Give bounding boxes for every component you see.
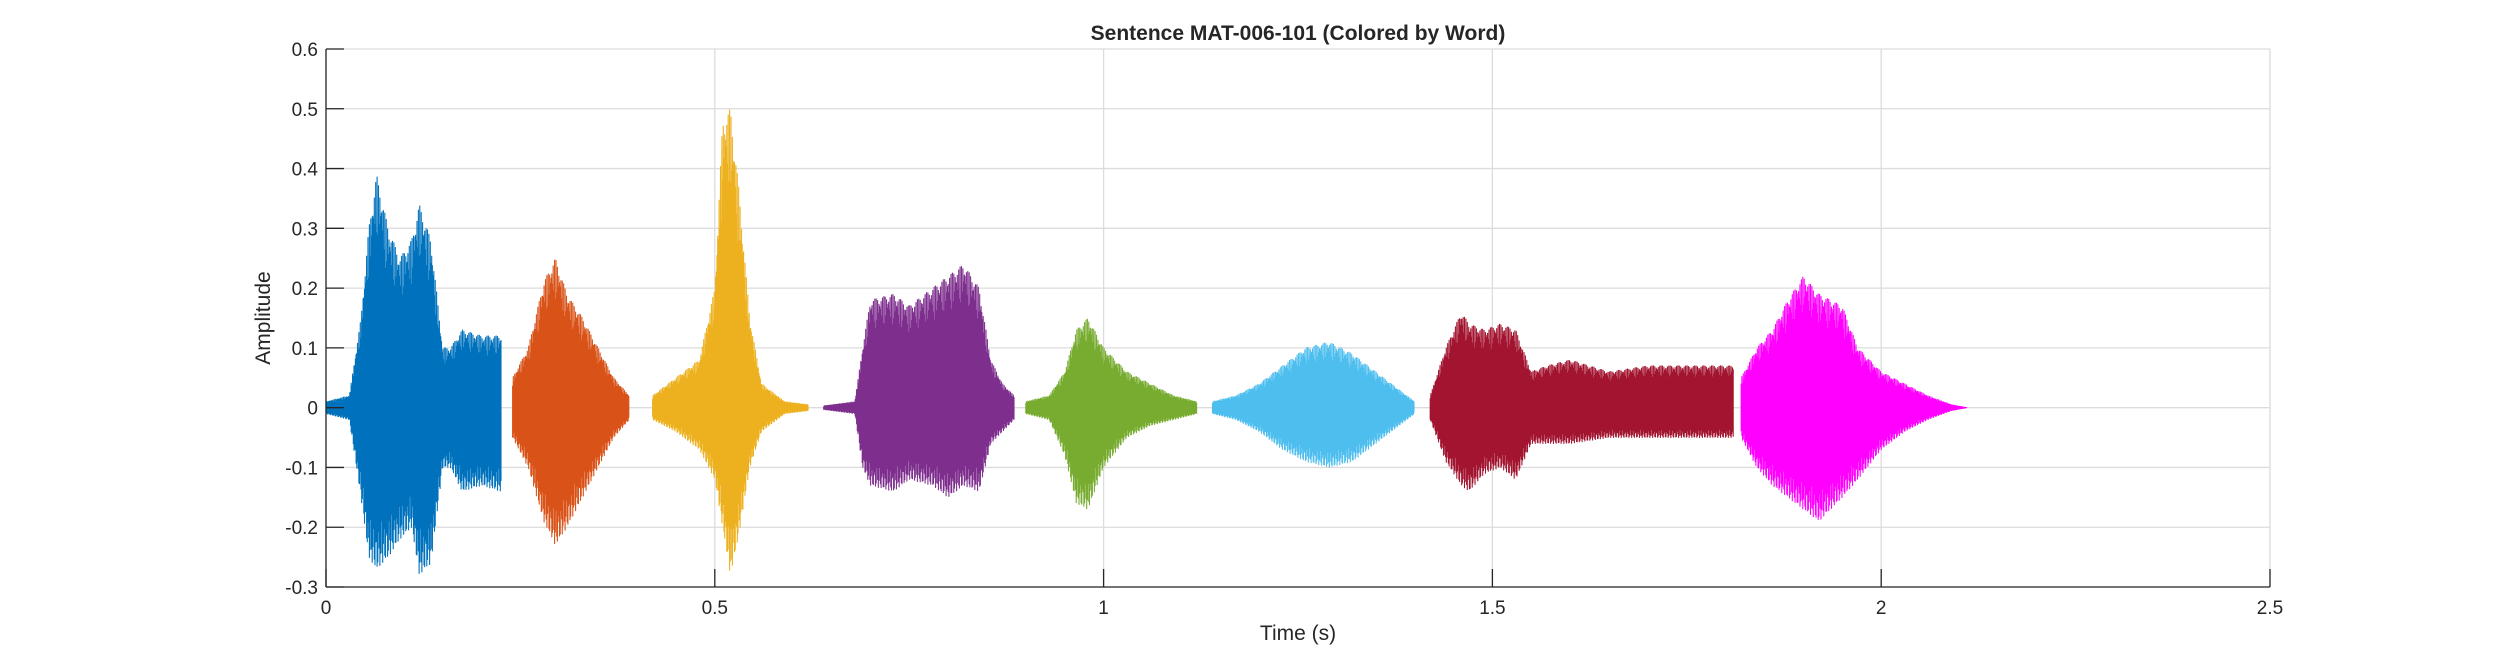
x-tick-label: 2 [1876,598,1887,619]
y-tick-label: 0.6 [292,40,318,61]
y-tick-label: 0.5 [292,100,318,121]
y-tick-label: -0.2 [285,518,318,539]
y-tick-label: 0.4 [292,160,319,181]
y-tick-label: 0.3 [292,219,318,240]
waveform-series-7 [1429,316,1734,491]
axes [325,48,2271,588]
x-tick-label: 1 [1098,598,1109,619]
x-tick-label: 0 [321,598,332,619]
x-axis-title: Time (s) [1260,622,1336,645]
waveform-series-6 [1211,342,1415,468]
x-tick-label: 1.5 [1479,598,1505,619]
tick-labels: 0 0.5 1 1.5 2 2.5 -0.3 -0.2 -0.1 0 0.1 0.2 0.3 0.4 0.5… [285,40,2283,619]
chart-title: Sentence MAT-006-101 (Colored by Word) [1091,22,1506,45]
waveform-series-1 [325,176,502,574]
plot-area [326,49,2270,587]
y-tick-label: 0 [307,399,318,420]
y-tick-label: -0.3 [285,578,318,599]
y-tick-label: 0.1 [292,339,318,360]
y-axis-title: Amplitude [252,271,275,364]
waveform-series-2 [512,259,630,545]
waveform-series-8 [1740,276,1968,520]
waveform-series-5 [1025,318,1198,510]
waveform-series-group [325,109,1968,574]
waveform-series-4 [823,266,1015,497]
y-tick-label: -0.1 [285,458,318,479]
x-tick-label: 0.5 [702,598,728,619]
waveform-series-3 [652,109,809,571]
y-tick-label: 0.2 [292,279,318,300]
x-tick-label: 2.5 [2257,598,2283,619]
